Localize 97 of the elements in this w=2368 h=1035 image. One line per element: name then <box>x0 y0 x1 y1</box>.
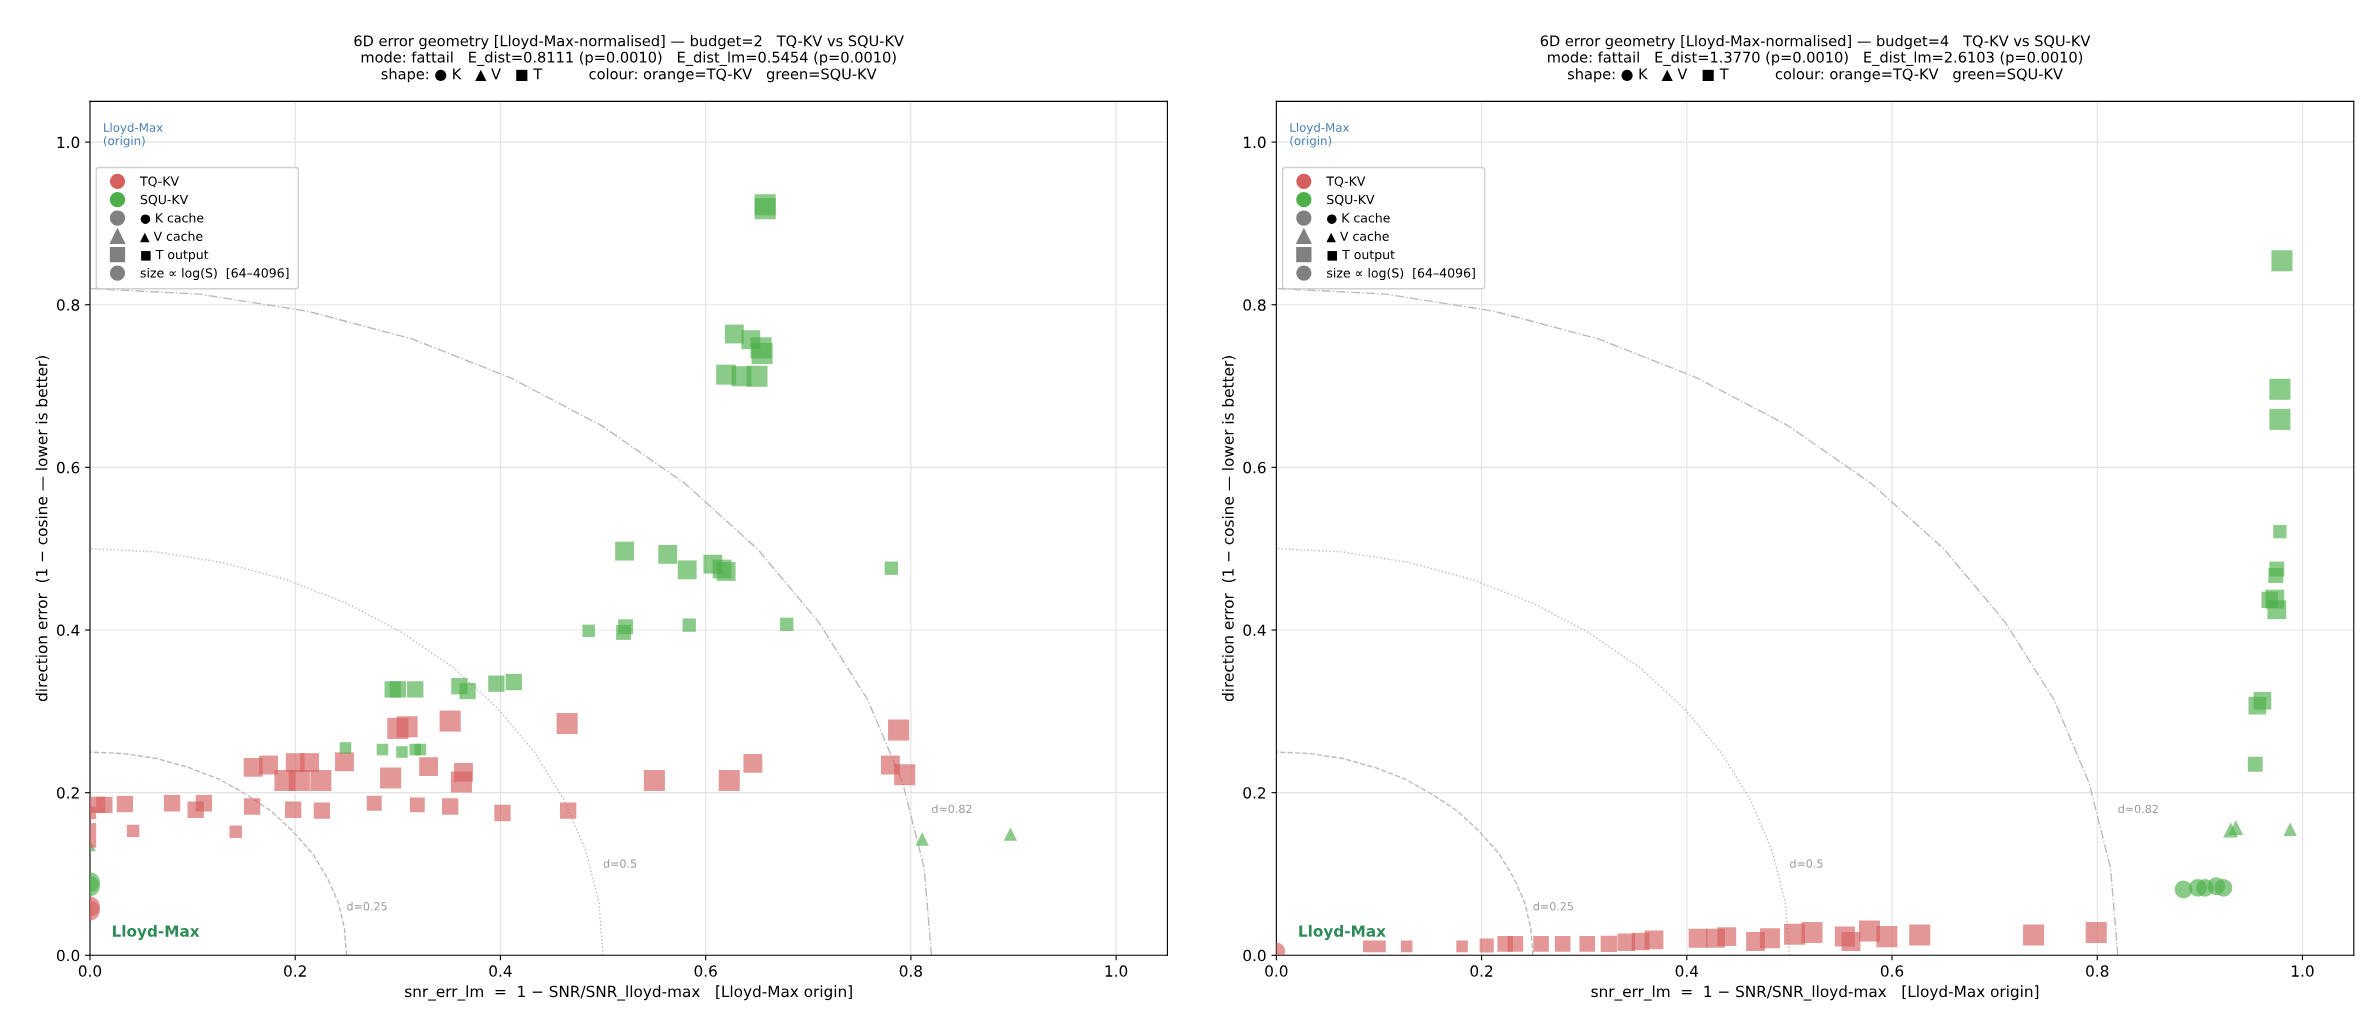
point <box>1644 930 1664 950</box>
point <box>505 673 522 691</box>
line-series <box>1276 287 2119 956</box>
point <box>313 802 331 819</box>
point <box>1579 936 1596 952</box>
point <box>1003 827 1018 841</box>
point <box>494 804 511 822</box>
series-label: d=0.25 <box>347 901 387 911</box>
point <box>2253 691 2272 710</box>
point <box>488 675 505 692</box>
point <box>96 796 113 814</box>
point <box>442 798 459 815</box>
point <box>2228 820 2244 836</box>
x-tick-label: 0.8 <box>899 965 922 977</box>
y-axis-title: direction error (1 − cosine — lower is better) <box>1221 356 1236 702</box>
point <box>1717 927 1737 947</box>
line-series <box>1276 751 1534 956</box>
chart-title: 6D error geometry [Lloyd-Max-normalised] — budget=4 TQ-KV vs SQU-KV mode: fattail E_dist=1.3770 (p=0.0010) E_dist_lm=2.6103 (p=0.0010) shape: ● K ▲ V ■ T colour: orange=TQ-KV green=SQU-KV <box>1540 35 2091 83</box>
series-label: d≈0.82 <box>932 804 972 814</box>
legend-label: ■ T output <box>141 249 209 262</box>
point <box>2283 822 2297 836</box>
y-tick-label: 1.0 <box>57 136 80 149</box>
series-label: d=0.5 <box>1790 859 1823 868</box>
point <box>116 795 134 813</box>
x-tick-label: 0.2 <box>284 965 306 977</box>
point <box>560 802 577 819</box>
point <box>743 753 763 773</box>
x-tick-label: 0.0 <box>78 965 102 977</box>
point <box>915 832 929 846</box>
legend-label: size ∝ log(S) [64–4096] <box>140 267 289 281</box>
x-tick-label: 0.2 <box>1470 965 1493 977</box>
y-tick-label: 0.0 <box>1243 949 1266 962</box>
legend-label: ● K cache <box>140 212 204 224</box>
y-tick-label: 0.0 <box>56 949 80 962</box>
annotation: Lloyd-Max <box>1299 925 1386 940</box>
legend-label: TQ-KV <box>139 176 179 188</box>
line-series <box>89 287 933 956</box>
point <box>1554 936 1571 952</box>
point <box>195 795 213 812</box>
legend-label: ▲ V cache <box>140 231 203 243</box>
y-tick-label: 0.8 <box>56 299 80 311</box>
point <box>285 801 302 818</box>
x-axis-title: snr_err_lm = 1 − SNR/SNR_lloyd-max [Lloyd-Max origin] <box>405 985 852 1001</box>
x-tick-label: 0.8 <box>2086 965 2109 977</box>
x-axis-title: snr_err_lm = 1 − SNR/SNR_lloyd-max [Lloyd-Max origin] <box>1591 985 2039 1001</box>
series-label: d=0.5 <box>603 859 637 868</box>
legend-label: ▲ V cache <box>1326 231 1389 243</box>
point <box>1688 928 1708 948</box>
series-label: d≈0.82 <box>2118 804 2158 814</box>
line-series <box>89 751 348 956</box>
x-tick-label: 1.0 <box>2292 965 2314 977</box>
point <box>163 795 181 812</box>
x-tick-label: 0.6 <box>1880 965 1904 977</box>
point <box>1600 935 1617 953</box>
legend-label: SQU-KV <box>1327 194 1375 206</box>
y-tick-label: 0.4 <box>56 624 80 637</box>
legend-label: ■ T output <box>1327 249 1395 262</box>
x-tick-label: 0.4 <box>489 965 512 977</box>
point <box>300 753 319 772</box>
point <box>459 682 476 700</box>
y-tick-label: 0.2 <box>56 787 79 799</box>
line-series <box>89 548 604 956</box>
annotation: Lloyd-Max <box>112 925 200 940</box>
y-tick-label: 0.4 <box>1243 624 1266 637</box>
point <box>259 755 278 775</box>
point <box>2174 880 2193 899</box>
legend-label: SQU-KV <box>140 194 189 206</box>
point <box>1841 932 1861 951</box>
line-series <box>1276 548 1791 956</box>
point <box>419 757 439 777</box>
y-tick-label: 0.2 <box>1243 787 1266 799</box>
chart-title: 6D error geometry [Lloyd-Max-normalised] — budget=2 TQ-KV vs SQU-KV mode: fattail E_dist=0.8111 (p=0.0010) E_dist_lm=0.5454 (p=0.0010) shape: ● K ▲ V ■ T colour: orange=TQ-KV green=SQU-KV <box>354 35 904 83</box>
y-axis-title: direction error (1 − cosine — lower is better) <box>35 356 50 702</box>
legend-label: ● K cache <box>1327 212 1390 224</box>
series-label: d=0.25 <box>1533 901 1574 911</box>
x-tick-label: 0.6 <box>694 965 717 977</box>
legend-label: TQ-KV <box>1326 176 1366 188</box>
x-tick-label: 0.0 <box>1265 965 1288 977</box>
point <box>1759 928 1780 949</box>
point <box>243 798 261 815</box>
annotation: Lloyd-Max (origin) <box>103 122 163 148</box>
point <box>2214 878 2233 897</box>
x-tick-label: 1.0 <box>1105 965 1128 977</box>
annotation: Lloyd-Max (origin) <box>1290 122 1350 148</box>
point <box>407 681 424 698</box>
point <box>1507 936 1524 952</box>
point <box>884 561 899 575</box>
point <box>618 619 634 635</box>
point <box>335 752 354 772</box>
x-tick-label: 0.4 <box>1675 965 1699 977</box>
point <box>389 681 406 698</box>
y-tick-label: 0.8 <box>1243 299 1266 311</box>
y-tick-label: 1.0 <box>1244 136 1266 149</box>
y-tick-label: 0.6 <box>1243 461 1266 474</box>
point <box>2261 591 2278 609</box>
y-tick-label: 0.6 <box>56 461 80 474</box>
legend-label: size ∝ log(S) [64–4096] <box>1327 267 1475 281</box>
